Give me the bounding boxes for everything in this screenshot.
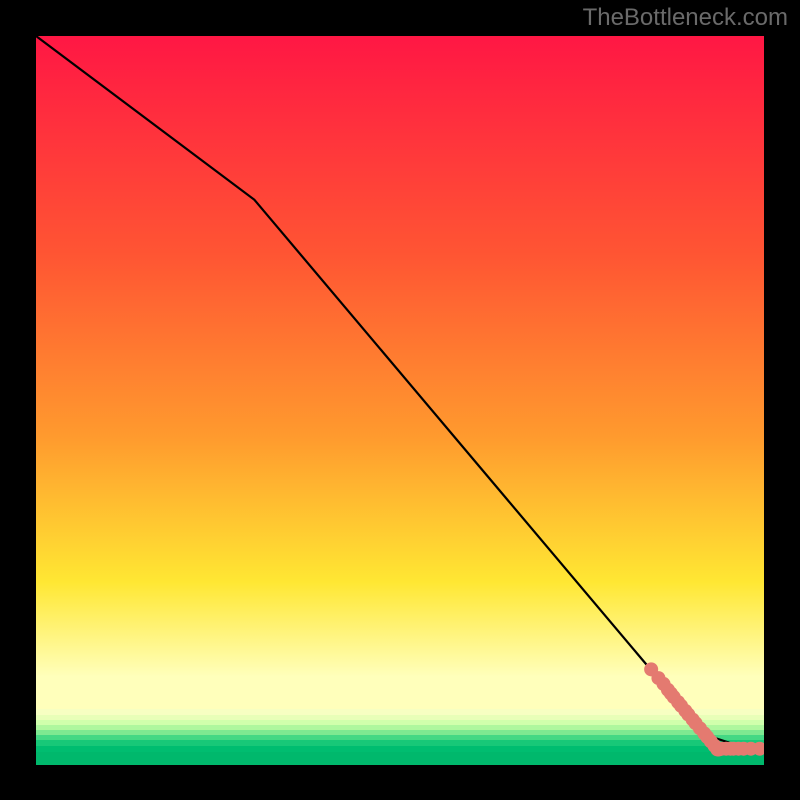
data-marker xyxy=(651,671,665,685)
gradient-bottom-bands xyxy=(36,709,764,765)
bottleneck-curve xyxy=(36,36,764,749)
data-marker xyxy=(644,662,658,676)
data-marker xyxy=(664,686,678,700)
chart-overlay-svg xyxy=(36,36,764,764)
data-marker xyxy=(671,695,685,709)
gradient-band xyxy=(36,758,764,765)
data-marker xyxy=(661,683,675,697)
data-marker xyxy=(657,677,671,691)
data-marker xyxy=(667,690,681,704)
watermark-text: TheBottleneck.com xyxy=(583,4,788,32)
chart-plot-area xyxy=(36,36,764,764)
